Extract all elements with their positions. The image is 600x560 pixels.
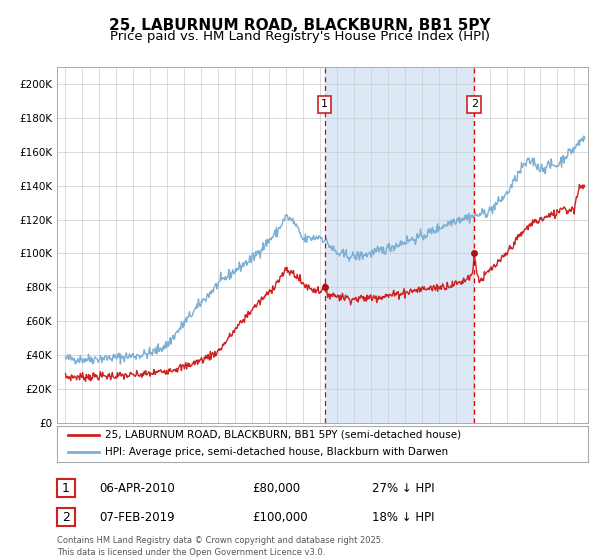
Text: 06-APR-2010: 06-APR-2010 xyxy=(99,482,175,495)
Text: 25, LABURNUM ROAD, BLACKBURN, BB1 5PY: 25, LABURNUM ROAD, BLACKBURN, BB1 5PY xyxy=(109,18,491,32)
Text: £100,000: £100,000 xyxy=(252,511,308,524)
Text: 25, LABURNUM ROAD, BLACKBURN, BB1 5PY (semi-detached house): 25, LABURNUM ROAD, BLACKBURN, BB1 5PY (s… xyxy=(105,430,461,440)
Text: £80,000: £80,000 xyxy=(252,482,300,495)
Text: 27% ↓ HPI: 27% ↓ HPI xyxy=(372,482,434,495)
Text: Price paid vs. HM Land Registry's House Price Index (HPI): Price paid vs. HM Land Registry's House … xyxy=(110,30,490,44)
Text: HPI: Average price, semi-detached house, Blackburn with Darwen: HPI: Average price, semi-detached house,… xyxy=(105,447,448,457)
Text: Contains HM Land Registry data © Crown copyright and database right 2025.
This d: Contains HM Land Registry data © Crown c… xyxy=(57,536,383,557)
Text: 2: 2 xyxy=(471,100,478,109)
Bar xyxy=(325,67,475,423)
Text: 1: 1 xyxy=(321,100,328,109)
Text: 2: 2 xyxy=(62,511,70,524)
Text: 1: 1 xyxy=(62,482,70,495)
Text: 07-FEB-2019: 07-FEB-2019 xyxy=(99,511,175,524)
Text: 18% ↓ HPI: 18% ↓ HPI xyxy=(372,511,434,524)
